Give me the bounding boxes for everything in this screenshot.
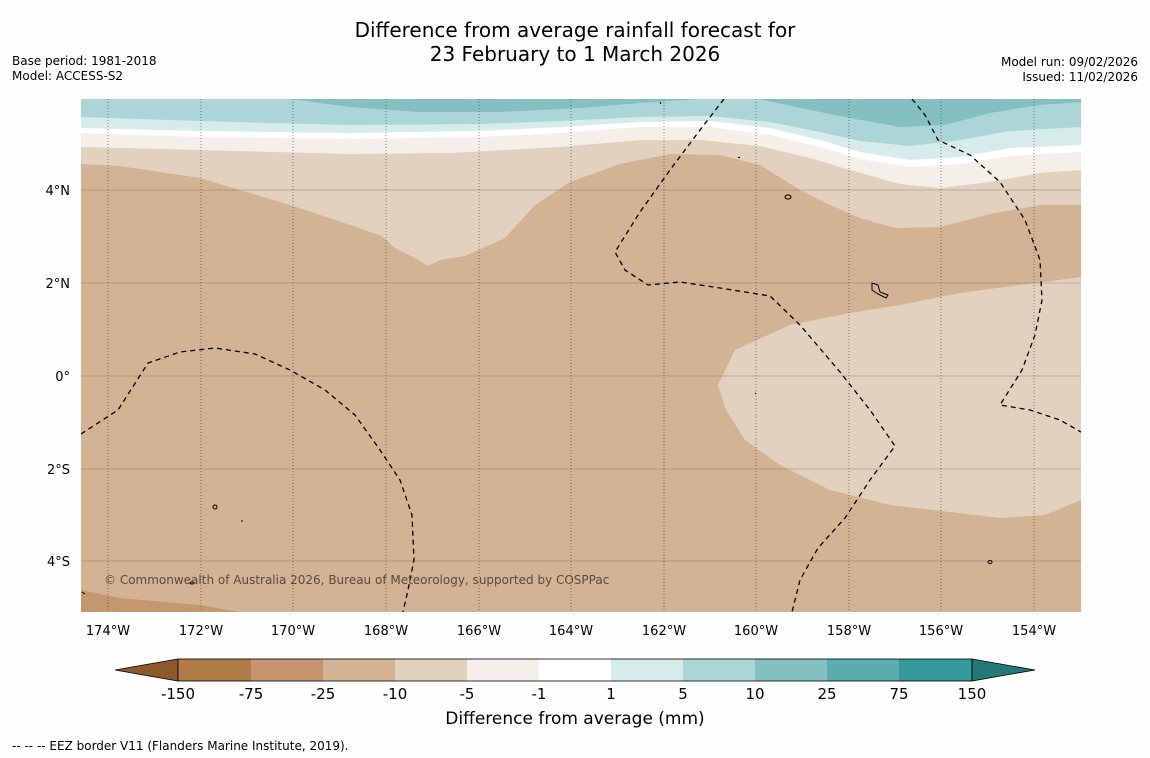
lat-label-0: 0° — [55, 370, 70, 385]
lon-label-166w: 166°W — [457, 624, 501, 639]
colorbar-tick: -150 — [161, 685, 195, 703]
colorbar-tick: -5 — [460, 685, 475, 703]
colorbar-extend-low — [114, 658, 179, 682]
title-line-1: Difference from average rainfall forecas… — [354, 18, 796, 42]
colorbar-segment-1 — [178, 659, 251, 681]
title-line-2: 23 February to 1 March 2026 — [429, 42, 721, 66]
lon-label-174w: 174°W — [86, 624, 130, 639]
anomaly-patch-central-east — [718, 277, 1081, 518]
colorbar-label: Difference from average (mm) — [445, 709, 705, 729]
lon-label-170w: 170°W — [271, 624, 315, 639]
colorbar-ticks: -150 -75 -25 -10 -5 -1 1 5 10 25 75 150 — [161, 685, 986, 703]
lon-label-156w: 156°W — [919, 624, 963, 639]
colorbar-tick: 150 — [958, 685, 987, 703]
anomaly-band-plus10-mid — [290, 99, 700, 112]
colorbar-tick: -1 — [532, 685, 547, 703]
meta-left: Base period: 1981-2018 Model: ACCESS-S2 — [12, 54, 157, 84]
base-period: Base period: 1981-2018 — [12, 54, 157, 68]
latitude-grid — [81, 189, 1081, 562]
lon-label-172w: 172°W — [179, 624, 223, 639]
colorbar-segment-9 — [755, 659, 827, 681]
colorbar-tick: 10 — [745, 685, 764, 703]
colorbar-tick: -25 — [311, 685, 336, 703]
anomaly-band-plus10-right — [760, 99, 1081, 127]
meta-right: Model run: 09/02/2026 Issued: 11/02/2026 — [1001, 55, 1138, 85]
colorbar-tick: -10 — [383, 685, 408, 703]
lat-label-2s: 2°S — [47, 463, 70, 478]
chart-title: Difference from average rainfall forecas… — [0, 18, 1150, 66]
colorbar — [114, 658, 1036, 682]
colorbar-segment-6 — [539, 659, 611, 681]
islands — [81, 101, 993, 595]
eez-legend-note: -- -- -- EEZ border V11 (Flanders Marine… — [12, 739, 349, 753]
colorbar-outline — [177, 658, 973, 682]
colorbar-segment-2 — [251, 659, 323, 681]
colorbar-tick: 25 — [817, 685, 836, 703]
model-run: Model run: 09/02/2026 — [1000, 55, 1138, 69]
lat-label-4s: 4°S — [47, 555, 70, 570]
colorbar-segment-3 — [323, 659, 395, 681]
lat-label-4n: 4°N — [46, 184, 71, 199]
colorbar-extend-high — [971, 658, 1036, 682]
anomaly-band-plus10-left — [81, 99, 290, 105]
lon-label-160w: 160°W — [734, 624, 778, 639]
lat-label-2n: 2°N — [46, 277, 71, 292]
lon-label-168w: 168°W — [364, 624, 408, 639]
lon-label-162w: 162°W — [642, 624, 686, 639]
model-name: Model: ACCESS-S2 — [12, 69, 124, 83]
lon-label-154w: 154°W — [1012, 624, 1056, 639]
colorbar-segment-5 — [467, 659, 539, 681]
colorbar-tick: 5 — [678, 685, 688, 703]
lon-label-164w: 164°W — [549, 624, 593, 639]
eez-borders — [81, 99, 1081, 612]
issued-date: Issued: 11/02/2026 — [1022, 70, 1138, 84]
copyright-notice: © Commonwealth of Australia 2026, Bureau… — [104, 573, 609, 587]
lon-label-158w: 158°W — [827, 624, 871, 639]
colorbar-tick: -75 — [239, 685, 264, 703]
colorbar-segment-8 — [683, 659, 755, 681]
colorbar-segment-4 — [395, 659, 467, 681]
colorbar-segment-11 — [899, 659, 972, 681]
colorbar-segment-10 — [827, 659, 899, 681]
map-area — [81, 99, 1081, 612]
colorbar-tick: 1 — [606, 685, 616, 703]
colorbar-segment-7 — [611, 659, 683, 681]
colorbar-tick: 75 — [889, 685, 908, 703]
anomaly-drier-patch — [81, 590, 240, 612]
